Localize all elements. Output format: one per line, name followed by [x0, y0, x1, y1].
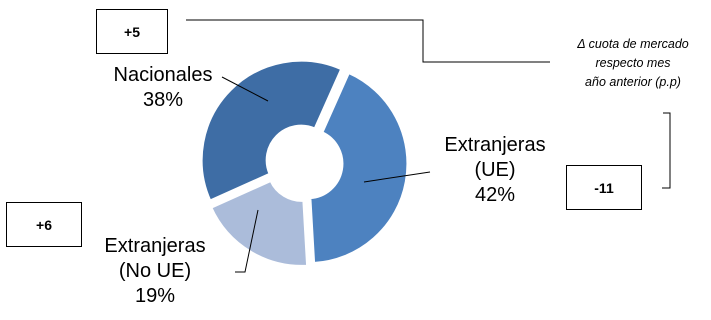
note-line: año anterior (p.p) [585, 75, 681, 89]
donut-slice-nacionales [199, 58, 344, 204]
change-box-extranjeras-no-ue: +6 [6, 202, 82, 247]
percent-label: 19% [134, 285, 176, 307]
change-box-extranjeras-ue: -11 [566, 165, 642, 210]
note-line: Δ cuota de mercado [577, 37, 689, 51]
donut-slices [199, 58, 410, 268]
category-label-line-1: Extranjeras [444, 134, 546, 156]
leader-lines [186, 19, 671, 273]
category-label-line-1: Extranjeras [104, 235, 206, 257]
donut-slice-extranjeras-ue [308, 70, 410, 266]
leader-line-extranjeras-ue [363, 171, 431, 183]
donut-slice-extranjeras-no-ue [208, 178, 310, 268]
percent-label: 42% [474, 184, 516, 206]
category-label-line-2: (No UE) [118, 260, 192, 282]
connector-box-ue-to-note [662, 112, 671, 189]
leader-line-extranjeras-no-ue [235, 209, 259, 273]
connector-box-nacionales-to-note [186, 19, 550, 63]
category-label-line-2: (UE) [474, 159, 516, 181]
percent-label: 38% [142, 89, 184, 111]
slice-label-nacionales: Nacionales 38% [92, 63, 234, 113]
category-label: Nacionales [113, 64, 213, 86]
slice-label-extranjeras-no-ue: Extranjeras (No UE) 19% [84, 234, 226, 309]
market-share-change-note: Δ cuota de mercado respecto mes año ante… [548, 35, 711, 92]
leader-line-nacionales [221, 76, 269, 102]
slice-label-extranjeras-ue: Extranjeras (UE) 42% [420, 133, 570, 208]
change-box-nacionales: +5 [96, 9, 168, 54]
note-line: respecto mes [595, 56, 671, 70]
